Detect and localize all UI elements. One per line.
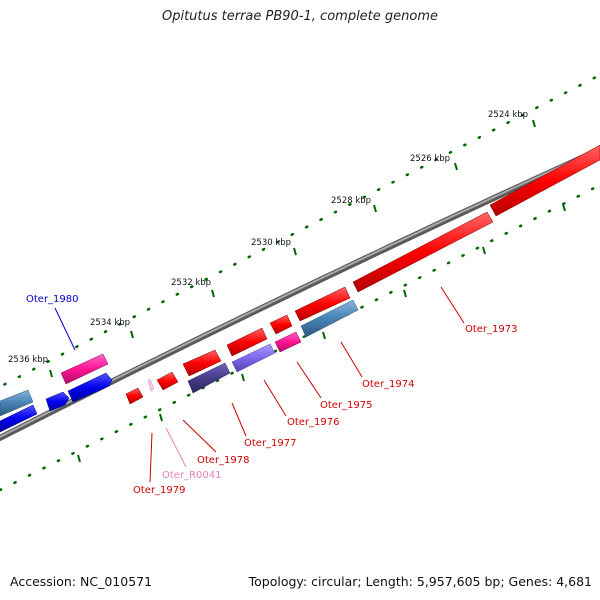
gene-red-4[interactable] (226, 327, 268, 357)
label-oter-1977: Oter_1977 (244, 438, 297, 449)
gene-oter-r0041[interactable] (147, 378, 155, 392)
gene-steelblue-left[interactable] (0, 389, 34, 417)
genome-backbone (0, 146, 600, 442)
ruler-track-inner (0, 183, 600, 492)
ruler-label-2530: 2530 kbp (251, 238, 291, 248)
gene-blue-forward-1[interactable] (67, 372, 113, 403)
gene-blue-forward-2[interactable] (45, 391, 70, 412)
label-oter-1979: Oter_1979 (133, 485, 186, 496)
ruler-label-2534: 2534 kbp (90, 318, 130, 328)
ruler-major-ticks (49, 119, 566, 463)
ruler-track-outer (0, 73, 600, 389)
label-oter-1980: Oter_1980 (26, 294, 79, 305)
forward-strand-genes (0, 144, 600, 433)
accession-text: Accession: NC_010571 (10, 574, 153, 589)
label-oter-1978: Oter_1978 (197, 455, 250, 466)
label-oter-1976: Oter_1976 (287, 417, 340, 428)
gene-red-6[interactable] (294, 286, 351, 322)
ruler-label-2528: 2528 kbp (331, 196, 371, 206)
ruler-label-2526: 2526 kbp (410, 154, 450, 164)
label-oter-r0041: Oter_R0041 (162, 470, 221, 481)
map-title: Opitutus terrae PB90-1, complete genome (161, 9, 439, 24)
callout-lines (54, 286, 465, 483)
gene-oter-1974[interactable] (300, 299, 359, 338)
label-oter-1973: Oter_1973 (465, 324, 518, 335)
gene-oter-1976[interactable] (231, 343, 276, 373)
gene-red-right[interactable] (489, 144, 600, 217)
label-oter-1974: Oter_1974 (362, 379, 415, 390)
ruler-label-2532: 2532 kbp (171, 278, 211, 288)
ruler-label-2524: 2524 kbp (488, 110, 528, 120)
gene-blue-left[interactable] (0, 404, 38, 433)
gene-red-5[interactable] (269, 314, 293, 335)
gene-oter-1977[interactable] (187, 362, 231, 394)
gene-red-small-1[interactable] (125, 387, 144, 405)
reverse-strand-genes (187, 299, 359, 394)
gene-oter-1975[interactable] (274, 331, 302, 353)
gene-oter-1980[interactable] (60, 353, 109, 385)
genome-stats-text: Topology: circular; Length: 5,957,605 bp… (248, 574, 592, 589)
gene-red-small-2[interactable] (156, 371, 179, 391)
gene-red-3[interactable] (182, 349, 222, 377)
gene-oter-1973[interactable] (352, 211, 494, 293)
gene-labels: Oter_1980 Oter_1979 Oter_R0041 Oter_1978… (26, 294, 518, 496)
label-oter-1975: Oter_1975 (320, 400, 373, 411)
ruler-labels: 2524 kbp 2526 kbp 2528 kbp 2530 kbp 2532… (8, 110, 528, 365)
ruler-label-2536: 2536 kbp (8, 355, 48, 365)
